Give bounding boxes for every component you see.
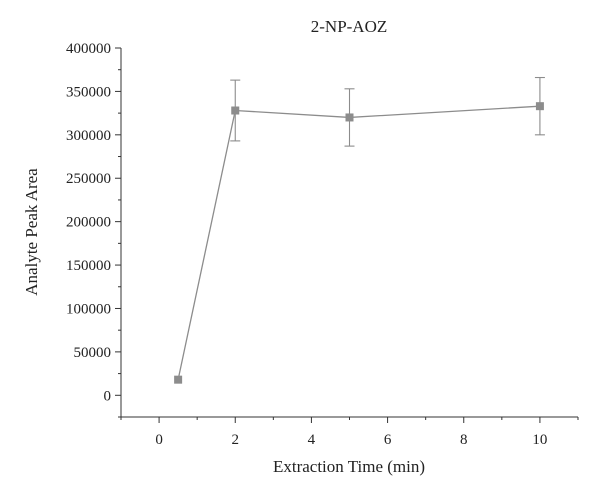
y-tick-label: 150000: [66, 258, 111, 274]
x-tick-label: 2: [232, 432, 240, 448]
y-tick-label: 250000: [66, 171, 111, 187]
series-layer: [174, 76, 545, 384]
x-tick-label: 10: [532, 432, 547, 448]
y-ticks: 0 50000 100000 150000 200000 250000 300000 3500…: [66, 41, 121, 418]
data-point: [345, 113, 354, 122]
chart-title: 2-NP-AOZ: [311, 17, 388, 36]
y-tick-label: 50000: [74, 345, 112, 361]
y-tick-label: 0: [104, 388, 112, 404]
x-tick-label: 6: [384, 432, 392, 448]
x-tick-label: 4: [308, 432, 316, 448]
y-tick-label: 200000: [66, 215, 111, 231]
data-point: [535, 102, 544, 111]
y-tick-label: 300000: [66, 128, 111, 144]
y-tick-label: 100000: [66, 301, 111, 317]
y-tick-label: 350000: [66, 84, 111, 100]
data-point: [231, 106, 240, 115]
y-axis-label: Analyte Peak Area: [22, 168, 41, 296]
plot-area: 0 50000 100000 150000 200000 250000 300000 3500…: [66, 41, 579, 448]
series-line: [177, 105, 540, 380]
data-point: [174, 375, 183, 384]
x-tick-label: 0: [155, 432, 163, 448]
x-axis-label: Extraction Time (min): [273, 457, 425, 476]
y-tick-label: 400000: [66, 41, 111, 57]
x-tick-label: 8: [460, 432, 468, 448]
x-ticks: 0 2 4 6 8 10: [120, 417, 579, 448]
